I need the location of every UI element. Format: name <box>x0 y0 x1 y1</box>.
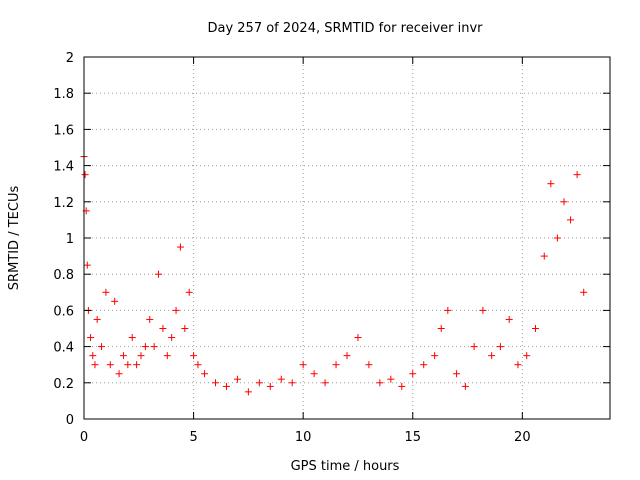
data-point <box>181 325 189 332</box>
data-point <box>540 252 548 260</box>
data-point <box>93 315 101 323</box>
data-point <box>201 370 209 378</box>
data-point <box>531 325 539 332</box>
data-point <box>83 261 91 269</box>
chart-title: Day 257 of 2024, SRMTID for receiver inv… <box>207 21 483 36</box>
data-point <box>567 216 575 224</box>
data-point <box>159 325 167 332</box>
data-point <box>163 352 171 360</box>
y-tick-label: 0.6 <box>53 304 74 319</box>
data-point <box>185 288 193 296</box>
data-point <box>244 388 252 396</box>
data-point <box>376 379 384 387</box>
data-point <box>119 352 127 360</box>
data-point <box>496 343 504 351</box>
data-point <box>222 382 230 390</box>
data-point <box>505 315 513 323</box>
x-tick-label: 10 <box>295 430 312 445</box>
data-point <box>212 379 219 387</box>
ticks-layer: 00.20.40.60.811.21.41.61.820 5 10 15 20 <box>53 51 610 445</box>
data-point <box>479 306 487 314</box>
data-point <box>141 343 149 351</box>
data-point <box>81 171 89 179</box>
data-point <box>437 325 445 332</box>
data-point <box>299 361 307 369</box>
y-tick-label: 1.2 <box>53 196 74 211</box>
data-point <box>106 361 114 369</box>
x-tick-label: 20 <box>514 430 531 445</box>
data-point <box>420 361 428 369</box>
y-tick-label: 1 <box>66 232 74 247</box>
data-point <box>155 270 163 278</box>
data-point <box>124 361 132 369</box>
data-point <box>332 361 340 369</box>
data-point <box>547 180 555 188</box>
x-tick-label: 5 <box>189 430 197 445</box>
data-point <box>398 382 406 390</box>
data-point <box>194 361 202 369</box>
y-tick-label: 2 <box>66 51 74 66</box>
data-point <box>310 370 318 378</box>
data-point <box>431 352 439 360</box>
data-point <box>115 370 123 378</box>
data-point <box>190 352 198 360</box>
data-point <box>133 361 141 369</box>
data-point <box>365 361 373 369</box>
data-point <box>453 370 461 378</box>
data-point <box>288 379 296 387</box>
data-point <box>470 343 478 351</box>
data-point <box>580 288 588 296</box>
data-point <box>176 243 184 251</box>
data-point <box>553 234 561 242</box>
data-point <box>560 198 568 206</box>
points-layer <box>80 153 588 396</box>
data-point <box>146 315 154 323</box>
data-point <box>444 306 452 314</box>
data-point <box>168 334 176 342</box>
data-point <box>409 370 417 378</box>
y-tick-label: 0.4 <box>53 341 74 356</box>
data-point <box>573 171 581 179</box>
data-point <box>128 334 136 342</box>
data-point <box>102 288 110 296</box>
data-point <box>233 375 241 383</box>
data-point <box>91 361 99 369</box>
data-point <box>150 343 158 351</box>
data-point <box>523 352 531 360</box>
y-tick-label: 1.6 <box>53 123 74 138</box>
data-point <box>343 352 351 360</box>
data-point <box>488 352 496 360</box>
data-point <box>277 375 285 383</box>
data-point <box>321 379 329 387</box>
data-point <box>87 334 95 342</box>
data-point <box>137 352 145 360</box>
y-tick-label: 1.8 <box>53 87 74 102</box>
x-tick-label: 15 <box>404 430 421 445</box>
data-point <box>111 297 119 305</box>
data-point <box>89 352 97 360</box>
x-axis-label: GPS time / hours <box>291 459 400 474</box>
grid-layer <box>84 57 610 419</box>
y-tick-label: 0 <box>66 413 74 428</box>
data-point <box>514 361 522 369</box>
x-tick-label: 0 <box>80 430 88 445</box>
data-point <box>172 306 180 314</box>
y-axis-label: SRMTID / TECUs <box>7 186 22 291</box>
y-tick-label: 0.2 <box>53 377 74 392</box>
y-tick-label: 1.4 <box>53 160 74 175</box>
data-point <box>266 382 274 390</box>
data-point <box>461 382 469 390</box>
data-point <box>255 379 263 387</box>
data-point <box>387 375 395 383</box>
data-point <box>98 343 106 351</box>
data-point <box>354 334 362 342</box>
y-tick-label: 0.8 <box>53 268 74 283</box>
